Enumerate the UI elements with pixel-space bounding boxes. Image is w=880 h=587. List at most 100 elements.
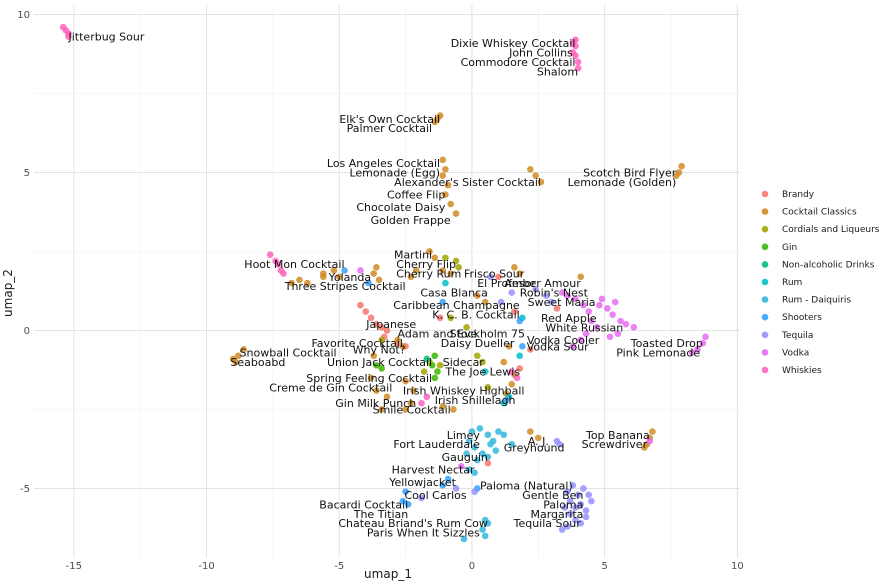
data-point <box>288 279 295 287</box>
point-label: Caribbean Champagne <box>393 299 520 312</box>
point-label: Robin's Nest <box>520 287 589 300</box>
data-point <box>402 488 409 495</box>
data-point <box>266 251 274 258</box>
data-point <box>439 403 447 410</box>
data-point <box>532 172 539 179</box>
data-point <box>519 342 526 350</box>
data-point <box>484 519 492 527</box>
data-point <box>373 320 380 328</box>
data-point <box>458 463 465 470</box>
data-point <box>296 276 303 284</box>
data-point <box>500 431 508 439</box>
point-label: Sidecar <box>443 356 485 369</box>
point-label: Top Banana <box>585 429 650 442</box>
data-point <box>508 440 516 448</box>
data-point <box>463 450 470 458</box>
legend-item: Cocktail Classics <box>761 208 857 218</box>
data-point <box>641 444 648 451</box>
data-point <box>426 248 433 255</box>
data-point <box>378 406 385 413</box>
data-point <box>611 298 619 306</box>
data-point <box>418 494 425 502</box>
data-point <box>436 314 444 322</box>
point-label: Adam and Eve <box>398 328 478 341</box>
legend-label: Whiskies <box>782 366 822 376</box>
point-label: Martini <box>394 249 432 262</box>
data-point <box>593 324 600 331</box>
data-point <box>630 324 638 331</box>
data-point <box>473 352 481 360</box>
data-point <box>484 384 492 391</box>
data-point <box>468 428 476 435</box>
point-label: Shalom <box>537 65 578 78</box>
data-point <box>370 352 378 360</box>
point-label: Red Apple <box>541 312 597 325</box>
data-point <box>442 166 449 173</box>
legend-label: Gin <box>782 243 797 253</box>
data-point <box>436 361 444 369</box>
point-label: Cool Carlos <box>404 489 466 502</box>
data-point <box>495 273 502 281</box>
data-point <box>274 260 282 268</box>
point-label: Palmer Cocktail <box>347 122 432 135</box>
point-label: El Profesor <box>477 277 536 290</box>
data-point <box>320 273 327 281</box>
point-label: Snowball Cocktail <box>240 347 337 360</box>
data-point <box>447 270 454 277</box>
point-label: Spring Feeling Cocktail <box>306 372 432 385</box>
point-label: Coffee Flip <box>387 189 445 202</box>
data-point <box>622 320 630 328</box>
points <box>59 23 709 543</box>
point-label: Cherry Rum <box>396 268 461 281</box>
data-point <box>394 336 401 344</box>
data-point <box>431 254 439 262</box>
data-point <box>548 298 555 306</box>
point-label: Dixie Whiskey Cocktail <box>451 37 576 50</box>
point-label: Irish Whiskey Highball <box>403 385 525 398</box>
data-point <box>473 292 481 300</box>
point-label: Pink Lemonade <box>616 347 700 360</box>
data-point <box>574 64 582 72</box>
data-point <box>447 200 454 208</box>
data-point <box>508 368 516 375</box>
legend-key <box>761 313 769 321</box>
point-label: Elk's Own Cocktail <box>339 113 440 126</box>
point-label: Fort Lauderdale <box>393 438 480 451</box>
data-point <box>497 298 505 306</box>
point-label: Seaboabd <box>230 356 285 369</box>
point-label: K. C. B. Cocktail <box>432 309 519 322</box>
data-point <box>577 273 585 281</box>
point-label: Why Not? <box>353 343 406 356</box>
data-point <box>357 267 364 274</box>
data-point <box>508 289 516 296</box>
point-label: Golden Frappe <box>371 214 451 227</box>
point-label: Cherry Flip <box>396 258 456 271</box>
data-point <box>428 361 436 369</box>
plot-panel <box>34 5 740 558</box>
y-tick-label: 10 <box>17 10 30 21</box>
point-label: Los Angeles Cocktail <box>327 157 440 170</box>
data-point <box>574 491 582 499</box>
data-point <box>65 33 72 40</box>
data-point <box>402 377 409 385</box>
data-point <box>442 191 449 198</box>
data-point <box>452 257 460 265</box>
point-label: Paris When It Sizzles <box>367 527 480 540</box>
x-tick-label: -15 <box>66 561 82 572</box>
data-point <box>407 273 415 281</box>
data-point <box>465 466 473 473</box>
data-point <box>588 317 595 325</box>
point-label: Lemonade (Egg) <box>349 166 440 179</box>
data-point <box>516 352 524 360</box>
data-point <box>585 308 593 315</box>
point-label: Amber Amour <box>504 277 581 290</box>
data-point <box>378 336 385 344</box>
legend-key <box>761 190 769 198</box>
point-label: Yellowjacket <box>388 476 456 489</box>
data-point <box>442 279 449 287</box>
data-point <box>431 352 439 360</box>
legend-label: Brandy <box>782 190 815 200</box>
data-point <box>569 39 577 47</box>
data-point <box>463 324 470 331</box>
